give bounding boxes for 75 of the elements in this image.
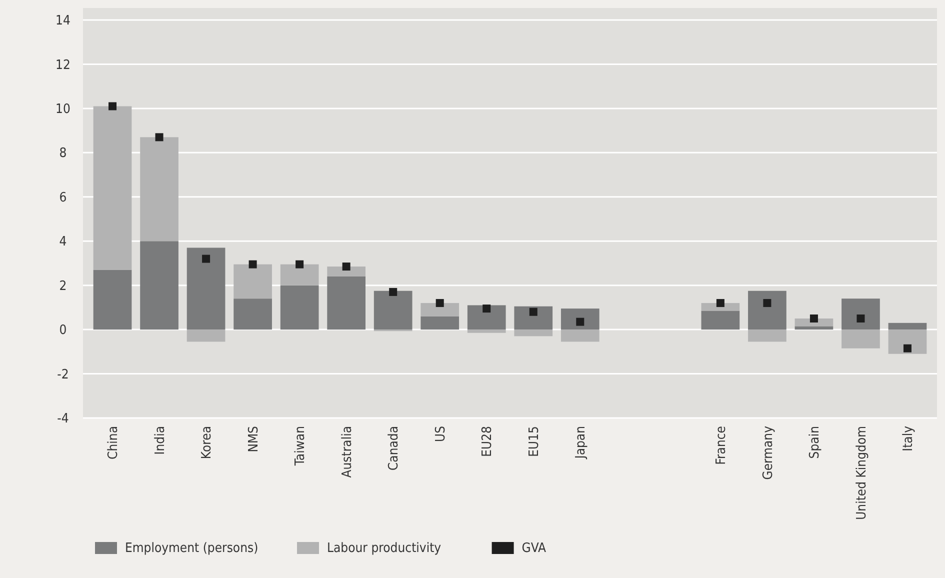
point	[436, 299, 444, 308]
bar	[842, 330, 880, 348]
x-tick-label: France	[714, 426, 729, 465]
x-tick-label: Italy	[901, 426, 916, 452]
bar	[93, 106, 132, 270]
bar	[701, 310, 740, 330]
x-tick-label: Germany	[760, 426, 776, 480]
bar	[140, 241, 178, 330]
legend-label: Employment (persons)	[125, 541, 258, 556]
bar	[420, 316, 460, 330]
x-tick-label: China	[106, 426, 122, 460]
x-tick-label: Spain	[808, 426, 823, 459]
y-tick-label: 8	[59, 146, 67, 162]
x-tick-label: Korea	[200, 426, 215, 460]
bar	[888, 330, 927, 354]
bar	[514, 330, 553, 336]
legend-label: Labour productivity	[327, 541, 442, 556]
bar	[748, 330, 786, 342]
y-tick-label: 12	[56, 58, 70, 73]
y-tick-label: 6	[59, 190, 67, 206]
bar	[514, 306, 553, 330]
point	[856, 314, 865, 322]
x-tick-label: India	[152, 426, 168, 455]
y-tick-label: -4	[57, 412, 69, 427]
point	[389, 288, 398, 296]
bar	[701, 303, 740, 311]
bar	[842, 298, 880, 330]
bar	[467, 330, 506, 333]
x-tick-label: EU15	[526, 426, 542, 457]
point	[248, 260, 257, 268]
x-tick-label: EU28	[480, 426, 496, 457]
bar	[280, 264, 319, 286]
bar	[467, 305, 506, 330]
point	[529, 308, 538, 316]
bar	[888, 322, 927, 330]
x-tick-label: US	[433, 426, 448, 442]
bar	[186, 330, 226, 342]
y-tick-label: 2	[59, 278, 67, 294]
bar	[560, 308, 600, 330]
bar	[560, 330, 600, 342]
point	[716, 299, 724, 308]
x-tick-label: Canada	[386, 426, 402, 471]
bar	[327, 276, 366, 330]
bar	[234, 264, 272, 299]
point	[763, 299, 772, 308]
bar	[234, 298, 272, 330]
point	[903, 344, 912, 352]
bar	[374, 290, 412, 330]
bar	[186, 248, 226, 330]
y-tick-label: 10	[56, 102, 70, 117]
y-tick-label: 0	[59, 323, 67, 338]
y-tick-label: 4	[59, 234, 67, 250]
point	[342, 262, 350, 271]
y-tick-label: 14	[56, 14, 70, 29]
x-tick-label: Japan	[574, 426, 589, 460]
point	[810, 314, 818, 322]
y-tick-label: -2	[57, 367, 69, 382]
x-tick-label: United Kingdom	[854, 426, 870, 520]
point	[155, 133, 164, 142]
bar	[280, 285, 319, 330]
point	[202, 254, 210, 263]
point	[296, 260, 304, 268]
bar	[93, 270, 132, 330]
bar	[794, 326, 834, 330]
bar	[420, 303, 460, 316]
legend-label: GVA	[522, 541, 546, 556]
point	[576, 318, 584, 326]
point	[482, 304, 491, 313]
x-tick-label: Australia	[340, 426, 355, 478]
bar	[327, 266, 366, 276]
x-tick-label: NMS	[246, 426, 262, 452]
x-tick-label: Taiwan	[293, 426, 308, 467]
point	[108, 102, 117, 110]
bar	[140, 137, 178, 242]
bar	[748, 290, 786, 330]
